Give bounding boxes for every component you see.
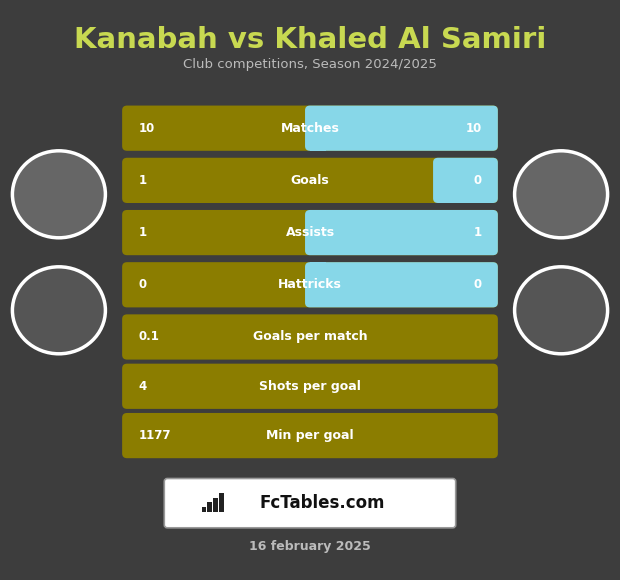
- Bar: [208, 502, 212, 512]
- Text: 10: 10: [466, 122, 482, 135]
- Circle shape: [515, 151, 608, 238]
- Text: 0: 0: [138, 278, 146, 291]
- FancyBboxPatch shape: [122, 364, 498, 409]
- Text: 0: 0: [474, 174, 482, 187]
- Bar: [310, 210, 326, 255]
- Text: Shots per goal: Shots per goal: [259, 380, 361, 393]
- Bar: [438, 158, 454, 203]
- Circle shape: [515, 267, 608, 354]
- FancyBboxPatch shape: [433, 158, 498, 203]
- Bar: [310, 106, 326, 151]
- Bar: [202, 507, 206, 512]
- FancyBboxPatch shape: [122, 314, 498, 360]
- Text: 10: 10: [138, 122, 154, 135]
- Text: 1: 1: [138, 226, 146, 239]
- Text: 0: 0: [474, 278, 482, 291]
- FancyBboxPatch shape: [305, 106, 498, 151]
- Text: Assists: Assists: [285, 226, 335, 239]
- Bar: [213, 498, 218, 512]
- Circle shape: [12, 151, 105, 238]
- Text: Kanabah vs Khaled Al Samiri: Kanabah vs Khaled Al Samiri: [74, 26, 546, 54]
- Text: 1177: 1177: [138, 429, 170, 442]
- Text: 16 february 2025: 16 february 2025: [249, 540, 371, 553]
- FancyBboxPatch shape: [122, 262, 498, 307]
- FancyBboxPatch shape: [164, 478, 456, 528]
- Text: 0.1: 0.1: [138, 331, 159, 343]
- Bar: [310, 262, 326, 307]
- Text: 1: 1: [138, 174, 146, 187]
- Text: Min per goal: Min per goal: [266, 429, 354, 442]
- Bar: [219, 493, 224, 512]
- Text: Matches: Matches: [281, 122, 339, 135]
- FancyBboxPatch shape: [305, 210, 498, 255]
- Text: Goals per match: Goals per match: [253, 331, 367, 343]
- Text: 4: 4: [138, 380, 146, 393]
- FancyBboxPatch shape: [122, 106, 498, 151]
- FancyBboxPatch shape: [122, 210, 498, 255]
- Text: Club competitions, Season 2024/2025: Club competitions, Season 2024/2025: [183, 58, 437, 71]
- Circle shape: [12, 267, 105, 354]
- FancyBboxPatch shape: [305, 262, 498, 307]
- Text: Hattricks: Hattricks: [278, 278, 342, 291]
- Text: Goals: Goals: [291, 174, 329, 187]
- Text: FcTables.com: FcTables.com: [260, 494, 385, 512]
- FancyBboxPatch shape: [122, 413, 498, 458]
- Text: 1: 1: [474, 226, 482, 239]
- FancyBboxPatch shape: [122, 158, 498, 203]
